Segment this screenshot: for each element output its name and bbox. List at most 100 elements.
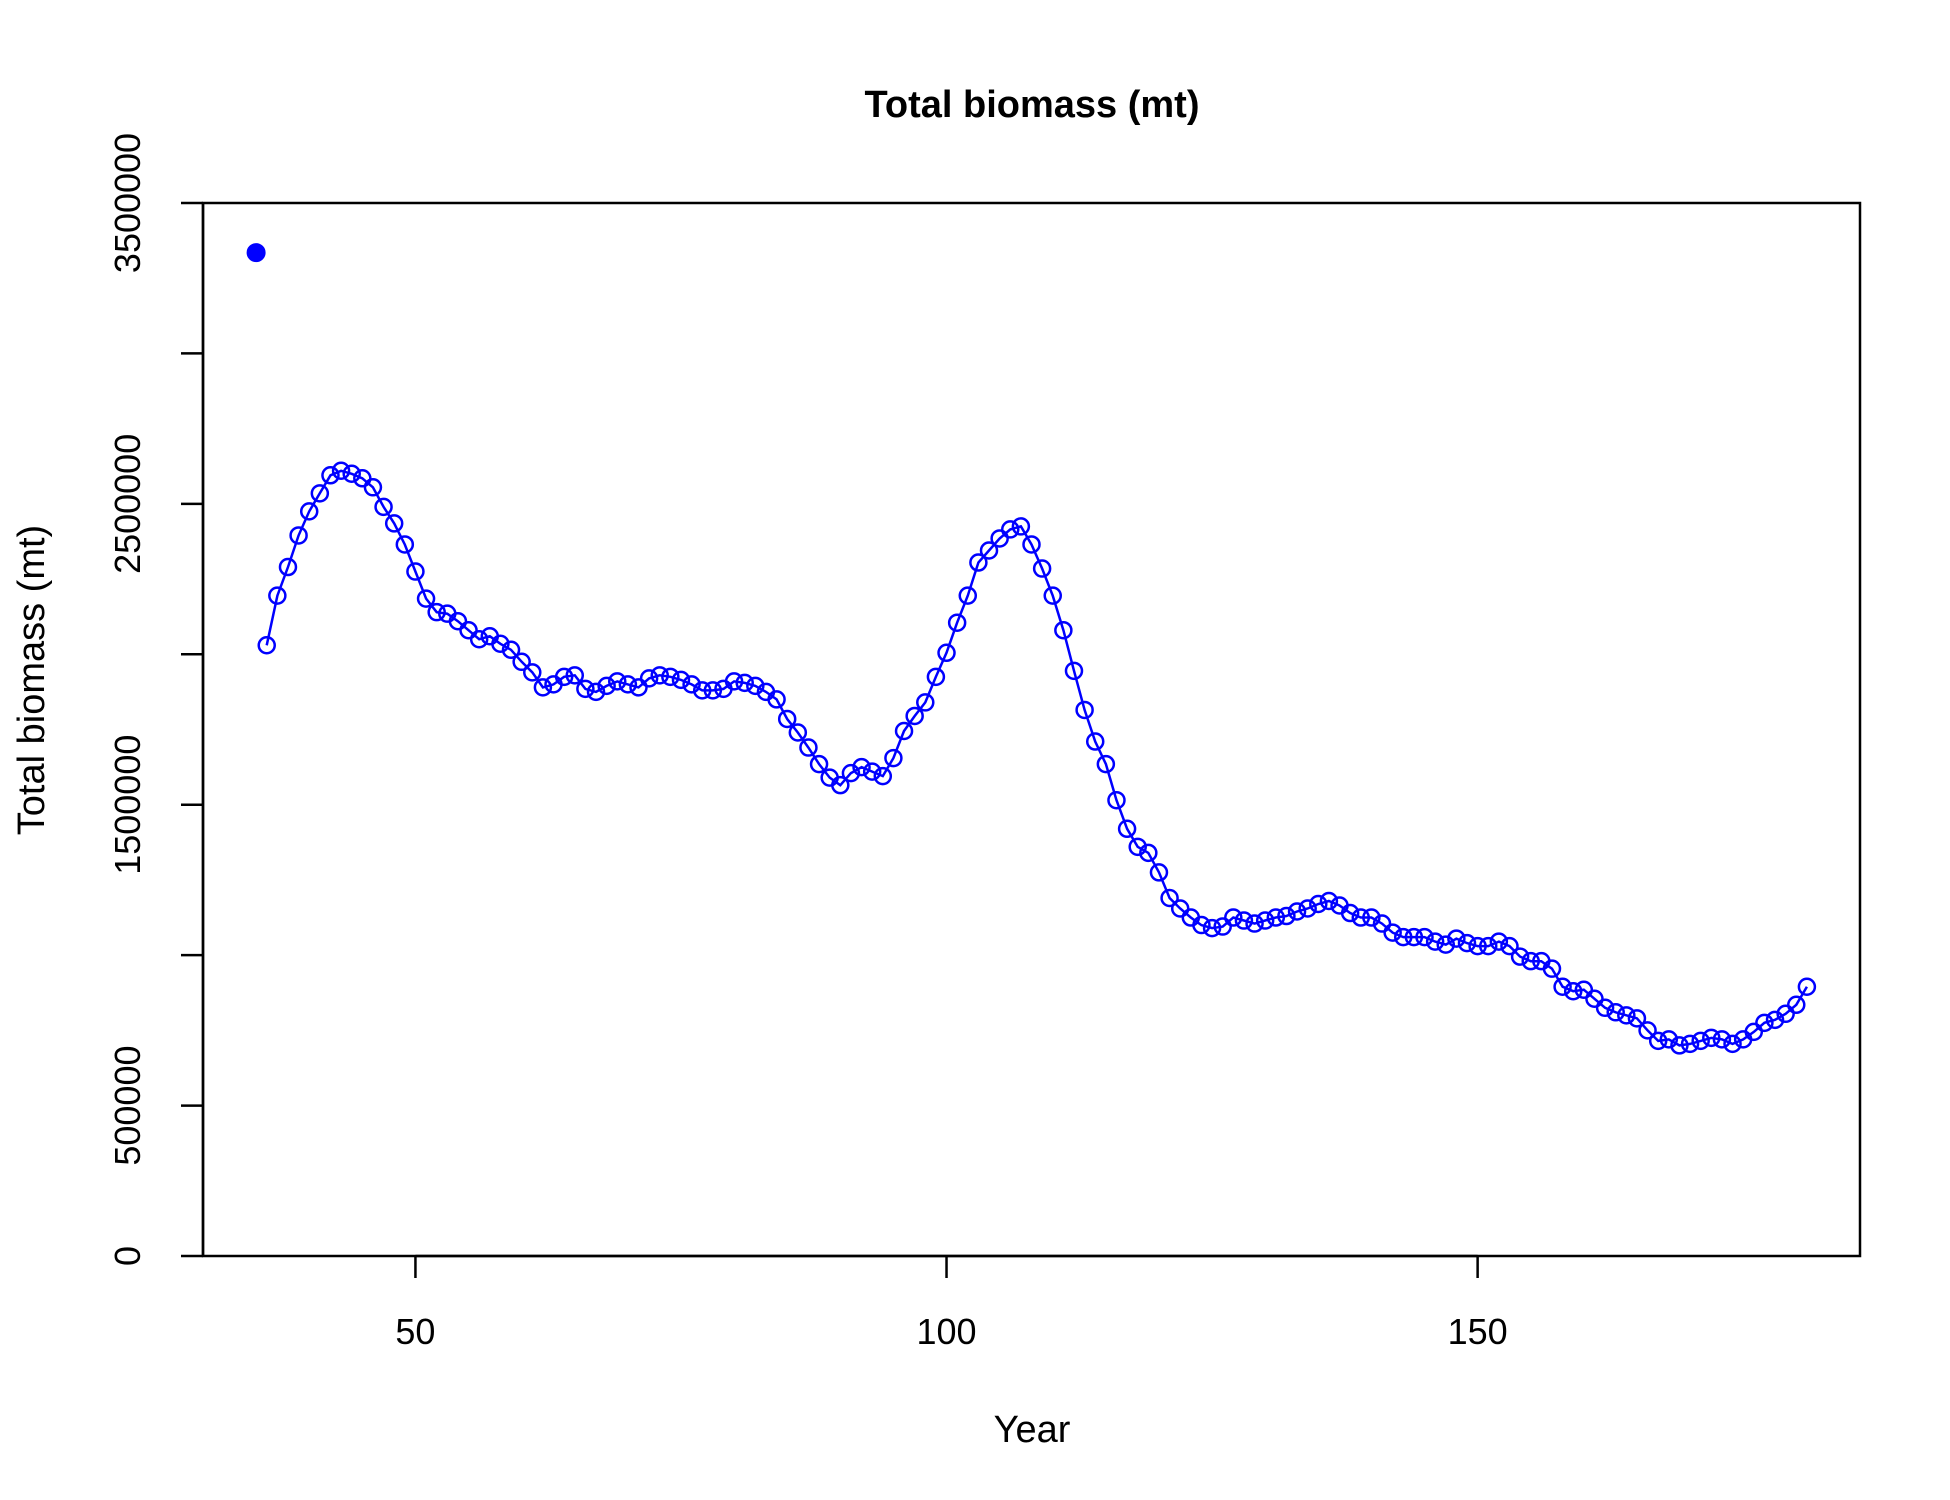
data-point <box>384 514 404 533</box>
data-point <box>1022 535 1041 554</box>
data-point <box>1128 837 1147 857</box>
y-axis-label: Total biomass (mt) <box>11 525 53 835</box>
data-point <box>661 667 680 687</box>
data-point <box>841 763 861 783</box>
data-point <box>639 669 659 688</box>
data-point <box>1797 977 1817 996</box>
data-point <box>862 762 882 781</box>
data-point <box>310 484 330 503</box>
data-point <box>501 640 521 660</box>
data-point <box>1170 899 1190 918</box>
data-point <box>459 620 478 640</box>
data-point <box>1702 1028 1721 1048</box>
data-point <box>1213 917 1232 936</box>
data-point <box>937 643 956 663</box>
data-point <box>469 629 489 649</box>
data-point <box>671 670 691 690</box>
data-point <box>321 466 340 485</box>
data-point <box>905 706 924 726</box>
data-point <box>576 679 595 699</box>
data-point <box>1776 1004 1795 1024</box>
data-point <box>491 634 510 654</box>
data-point <box>1160 888 1179 908</box>
data-point <box>947 613 967 632</box>
data-point <box>1319 891 1339 911</box>
data-point <box>1468 936 1487 956</box>
data-point <box>1351 908 1371 927</box>
data-point <box>629 678 648 697</box>
data-point <box>1149 863 1169 882</box>
x-tick-label: 100 <box>916 1311 976 1352</box>
data-point <box>1436 935 1455 954</box>
data-point <box>809 754 829 774</box>
data-point <box>597 676 616 696</box>
data-point <box>1585 989 1604 1009</box>
data-point <box>1563 981 1583 1001</box>
data-point <box>1372 914 1392 933</box>
data-point <box>1691 1031 1710 1051</box>
data-point <box>926 667 946 687</box>
data-point <box>448 611 468 631</box>
data-point <box>1255 911 1275 930</box>
data-point <box>353 469 372 488</box>
data-point <box>1224 908 1243 927</box>
data-point <box>342 464 361 484</box>
data-point <box>1680 1034 1700 1054</box>
data-point <box>1648 1031 1668 1051</box>
data-point <box>1521 951 1540 971</box>
data-point <box>1425 932 1445 951</box>
data-point <box>692 681 712 700</box>
data-point <box>278 557 298 577</box>
data-point <box>1617 1006 1636 1025</box>
y-tick-label: 1500000 <box>107 735 148 875</box>
data-point <box>1723 1034 1742 1054</box>
data-point <box>618 675 638 694</box>
data-point <box>289 526 308 545</box>
data-point <box>969 553 988 572</box>
data-point <box>650 666 669 685</box>
data-point <box>1787 995 1806 1015</box>
data-point <box>1139 843 1158 863</box>
data-point <box>406 562 425 581</box>
data-point <box>852 757 871 777</box>
data-point <box>873 766 893 786</box>
data-point <box>374 497 393 517</box>
data-point <box>395 535 415 554</box>
data-point <box>1075 700 1094 720</box>
data-point <box>416 589 436 608</box>
data-point <box>1638 1021 1657 1040</box>
data-point <box>735 673 754 693</box>
data-point <box>799 738 818 757</box>
data-point <box>363 478 383 497</box>
data-point <box>1447 929 1466 948</box>
data-point <box>1478 936 1498 956</box>
data-point <box>1755 1013 1774 1033</box>
data-point <box>1574 980 1594 999</box>
data-point <box>979 541 999 560</box>
data-point <box>299 502 319 521</box>
data-point <box>1500 936 1519 956</box>
x-axis-label: Year <box>994 1409 1071 1451</box>
data-point <box>1457 933 1477 953</box>
data-point <box>523 663 542 682</box>
data-point <box>1670 1036 1689 1055</box>
data-point <box>884 748 903 768</box>
data-point <box>1234 911 1254 930</box>
data-point <box>512 652 531 672</box>
data-point <box>1542 959 1562 978</box>
data-point <box>586 682 606 702</box>
data-point <box>331 461 351 481</box>
y-axis: 0 500000 1500000 2500000 3500000 <box>107 133 205 1266</box>
data-point <box>1054 620 1073 640</box>
data-point <box>1107 790 1126 810</box>
data-point <box>724 672 744 691</box>
chart-title: Total biomass (mt) <box>865 84 1200 126</box>
data-point <box>767 690 786 709</box>
data-point <box>1489 932 1509 951</box>
data-point <box>1117 819 1137 839</box>
data-point <box>565 666 585 685</box>
y-tick-label: 0 <box>107 1246 148 1266</box>
data-point <box>554 667 574 687</box>
